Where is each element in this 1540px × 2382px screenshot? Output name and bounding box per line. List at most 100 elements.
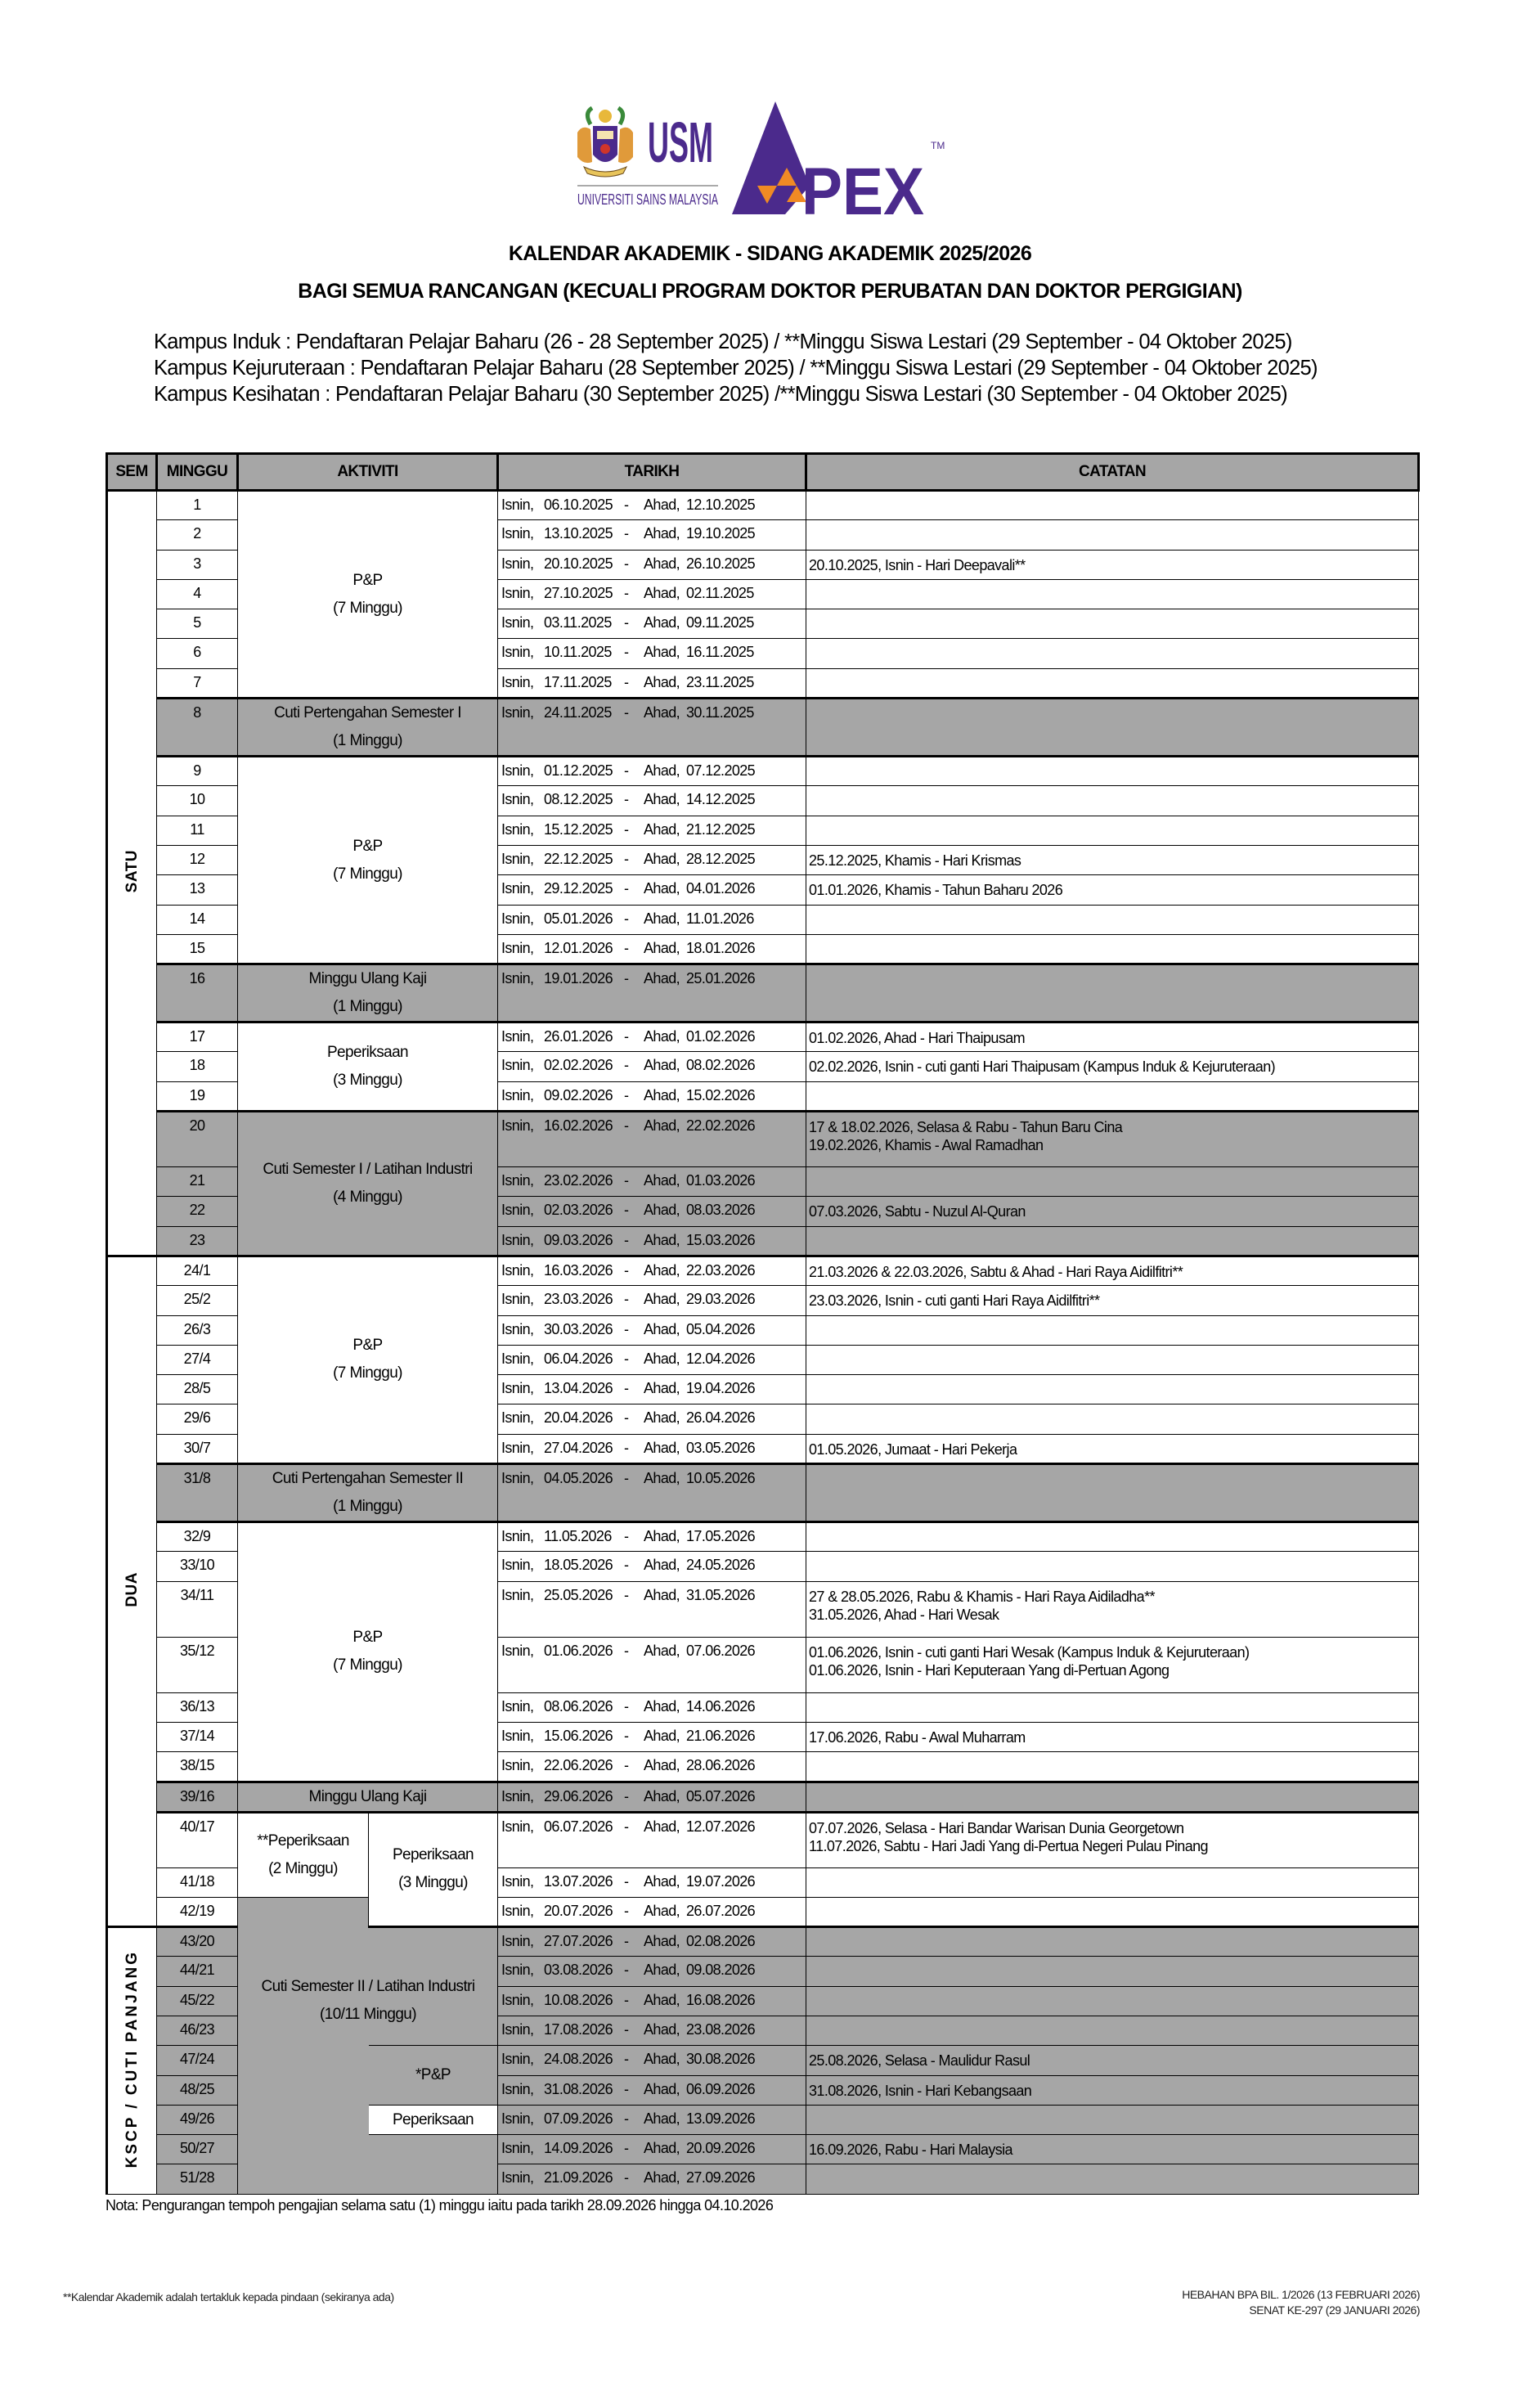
- day-end: Ahad,: [644, 1350, 680, 1367]
- notes-cell: [806, 489, 1419, 521]
- day-start: Isnin,: [501, 1787, 534, 1804]
- date-separator: -: [624, 791, 629, 808]
- activity-cell: Cuti Pertengahan Semester I (1 Minggu): [237, 697, 498, 757]
- day-start: Isnin,: [501, 1117, 534, 1135]
- end-date: 24.05.2026: [686, 1557, 756, 1574]
- week-cell: 40/17: [156, 1810, 238, 1868]
- end-date: 12.10.2025: [686, 497, 756, 513]
- table-row: 20 Cuti Semester I / Latihan Industri (4 M…: [107, 1110, 1419, 1256]
- date-separator: -: [624, 1872, 629, 1890]
- date-separator: -: [624, 1409, 629, 1427]
- table-row: 27/4 Isnin, 06.04.2026 - Ahad, 12.04.202…: [107, 1344, 1419, 1376]
- start-date: 01.12.2025: [544, 762, 613, 780]
- start-date: 17.08.2026: [544, 2020, 613, 2038]
- week-cell: 2: [156, 519, 238, 551]
- day-end: Ahad,: [644, 910, 680, 927]
- table-row: 50/27 Isnin, 14.09.2026 - Ahad, 20.09.20…: [107, 2134, 1419, 2195]
- note-text: 25.08.2026, Selasa - Maulidur Rasul: [809, 2052, 1030, 2070]
- day-start: Isnin,: [501, 1057, 534, 1074]
- notes-cell: [806, 1225, 1419, 1256]
- date-separator: -: [624, 2020, 629, 2038]
- table-row: 18 Isnin, 02.02.2026 - Ahad, 08.02.2026 0…: [107, 1051, 1419, 1082]
- date-separator: -: [624, 1231, 629, 1248]
- page-title: KALENDAR AKADEMIK - SIDANG AKADEMIK 2025…: [508, 242, 1032, 265]
- day-start: Isnin,: [501, 1439, 534, 1456]
- date-separator: -: [624, 555, 629, 572]
- activity-label: Cuti Pertengahan Semester I: [274, 704, 461, 722]
- header-tarikh: TARIKH: [496, 452, 807, 492]
- week-cell: 3: [156, 549, 238, 580]
- start-date: 03.11.2025: [544, 614, 612, 631]
- table-row: 34/11 Isnin, 25.05.2026 - Ahad, 31.05.20…: [107, 1580, 1419, 1638]
- day-start: Isnin,: [501, 1586, 534, 1603]
- week-cell: 20: [156, 1110, 238, 1168]
- end-date: 02.08.2026: [686, 1933, 756, 1950]
- week-cell: 39/16: [156, 1780, 238, 1813]
- week-cell: 43/20: [156, 1926, 238, 1957]
- notes-cell: 17 & 18.02.2026, Selasa & Rabu - Tahun B…: [806, 1110, 1419, 1168]
- date-cell: Isnin, 23.03.2026 - Ahad, 29.03.2026: [497, 1285, 806, 1316]
- day-end: Ahad,: [644, 673, 680, 690]
- date-separator: -: [624, 1586, 629, 1603]
- activity-cell: Cuti Semester II / Latihan Industri (10/1…: [237, 1896, 475, 2195]
- activity-label: Minggu Ulang Kaji: [308, 1787, 428, 1805]
- end-date: 23.11.2025: [686, 673, 754, 690]
- notes-cell: [806, 2164, 1419, 2195]
- day-end: Ahad,: [644, 2020, 680, 2038]
- week-cell: 25/2: [156, 1285, 238, 1316]
- notes-cell: 16.09.2026, Rabu - Hari Malaysia: [806, 2134, 1419, 2165]
- week-cell: 12: [156, 844, 238, 876]
- date-cell: Isnin, 12.01.2026 - Ahad, 18.01.2026: [497, 933, 806, 965]
- start-date: 26.01.2026: [544, 1028, 613, 1045]
- activity-duration: (4 Minggu): [333, 1188, 402, 1206]
- start-date: 13.10.2025: [544, 525, 613, 542]
- end-date: 28.06.2026: [686, 1757, 756, 1774]
- day-start: Isnin,: [501, 1933, 534, 1950]
- start-date: 02.02.2026: [544, 1057, 613, 1074]
- end-date: 22.02.2026: [686, 1117, 756, 1135]
- date-separator: -: [624, 850, 629, 867]
- date-separator: -: [624, 1086, 629, 1103]
- activity-label: Cuti Pertengahan Semester II: [272, 1470, 464, 1488]
- semester-label: KSCP / CUTI PANJANG: [123, 1949, 141, 2169]
- table-row: KSCP / CUTI PANJANG 43/20 Isnin, 27.07.20…: [106, 1926, 1419, 2195]
- end-date: 29.03.2026: [686, 1291, 756, 1308]
- date-cell: Isnin, 22.12.2025 - Ahad, 28.12.2025: [497, 844, 806, 876]
- start-date: 17.11.2025: [544, 673, 612, 690]
- day-end: Ahad,: [644, 1991, 680, 2008]
- start-date: 27.10.2025: [544, 584, 613, 601]
- date-separator: -: [624, 497, 629, 513]
- week-cell: 6: [156, 638, 238, 669]
- activity-cell: P&P (7 Minggu): [237, 1254, 498, 1465]
- date-separator: -: [624, 644, 629, 661]
- start-date: 10.08.2026: [544, 1991, 613, 2008]
- table-row: 9 P&P (7 Minggu) Isnin, 01.12.2025 - Ahad,…: [107, 755, 1419, 965]
- table-row: 39/16 Minggu Ulang Kaji Isnin, 29.06.2026…: [107, 1780, 1419, 1813]
- date-separator: -: [624, 1902, 629, 1919]
- end-date: 09.08.2026: [686, 1962, 756, 1979]
- end-date: 18.01.2026: [686, 939, 756, 956]
- end-date: 15.03.2026: [686, 1231, 756, 1248]
- date-cell: Isnin, 17.08.2026 - Ahad, 23.08.2026: [497, 2015, 806, 2047]
- date-cell: Isnin, 18.05.2026 - Ahad, 24.05.2026: [497, 1551, 806, 1582]
- day-start: Isnin,: [501, 614, 534, 631]
- day-start: Isnin,: [501, 2080, 534, 2097]
- table-row: 28/5 Isnin, 13.04.2026 - Ahad, 19.04.202…: [107, 1374, 1419, 1405]
- day-end: Ahad,: [644, 1380, 680, 1397]
- date-separator: -: [624, 1528, 629, 1545]
- end-date: 16.11.2025: [686, 644, 754, 661]
- week-cell: 44/21: [156, 1956, 238, 1987]
- day-start: Isnin,: [501, 1320, 534, 1337]
- activity-cell: [368, 1926, 498, 2047]
- day-start: Isnin,: [501, 1202, 534, 1219]
- day-end: Ahad,: [644, 1086, 680, 1103]
- table-row: 3 Isnin, 20.10.2025 - Ahad, 26.10.2025 20…: [107, 549, 1419, 580]
- date-cell: Isnin, 25.05.2026 - Ahad, 31.05.2026: [497, 1580, 806, 1638]
- date-separator: -: [624, 2169, 629, 2186]
- activity-label: Peperiksaan: [326, 1044, 409, 1062]
- day-start: Isnin,: [501, 762, 534, 780]
- end-date: 26.07.2026: [686, 1902, 756, 1919]
- notes-cell: [806, 1521, 1419, 1553]
- day-start: Isnin,: [501, 2051, 534, 2068]
- day-end: Ahad,: [644, 1727, 680, 1744]
